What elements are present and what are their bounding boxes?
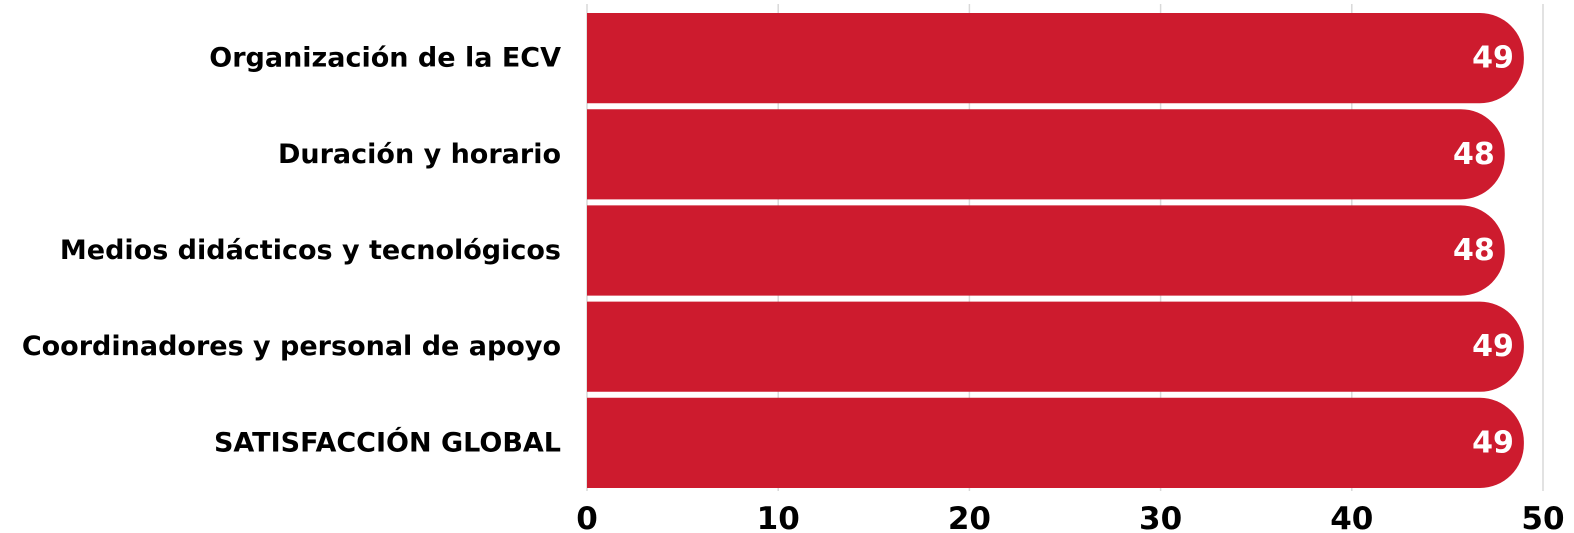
category-label-2: Duración y horario bbox=[278, 139, 561, 170]
value-label-1: 49 bbox=[1472, 41, 1514, 76]
bar-1 bbox=[587, 13, 1524, 104]
x-tick-label-40: 40 bbox=[1330, 501, 1373, 533]
category-label-4: Coordinadores y personal de apoyo bbox=[22, 331, 561, 362]
value-label-2: 48 bbox=[1453, 137, 1495, 172]
bar-2 bbox=[587, 109, 1505, 200]
value-labels: 49 48 48 49 49 bbox=[1453, 41, 1514, 461]
x-tick-label-10: 10 bbox=[757, 501, 800, 533]
value-label-5: 49 bbox=[1472, 425, 1514, 460]
bars bbox=[587, 13, 1524, 488]
x-axis-tick-labels: 0 10 20 30 40 50 bbox=[576, 501, 1564, 533]
value-label-3: 48 bbox=[1453, 233, 1495, 268]
category-label-5: SATISFACCIÓN GLOBAL bbox=[214, 426, 561, 458]
bar-4 bbox=[587, 301, 1524, 392]
bar-5 bbox=[587, 397, 1524, 488]
value-label-4: 49 bbox=[1472, 329, 1514, 364]
x-tick-label-0: 0 bbox=[576, 501, 598, 533]
bar-3 bbox=[587, 205, 1505, 296]
x-tick-label-20: 20 bbox=[948, 501, 991, 533]
category-labels: Organización de la ECV Duración y horario… bbox=[22, 43, 561, 459]
category-label-3: Medios didácticos y tecnológicos bbox=[60, 235, 561, 266]
x-tick-label-50: 50 bbox=[1521, 501, 1564, 533]
category-label-1: Organización de la ECV bbox=[209, 43, 561, 74]
x-tick-label-30: 30 bbox=[1139, 501, 1182, 533]
